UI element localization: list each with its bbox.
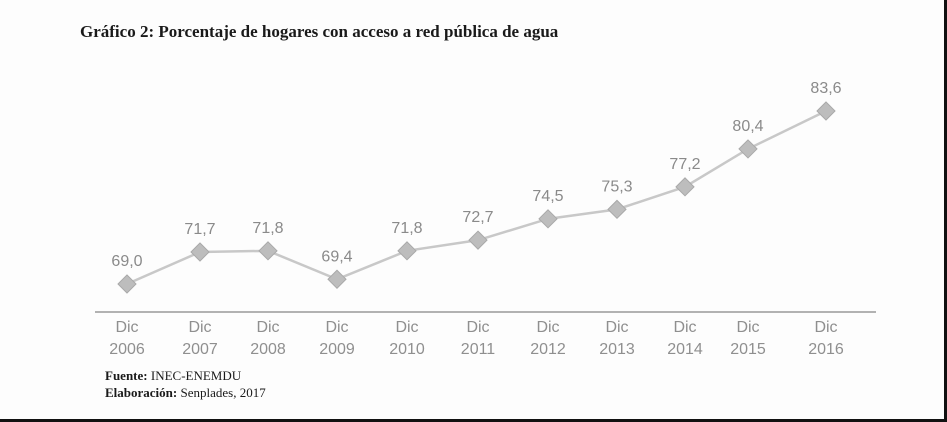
data-point-marker xyxy=(397,241,417,261)
data-point-marker xyxy=(117,274,137,294)
x-tick-label-month: Dic xyxy=(466,319,489,336)
x-tick-label-year: 2008 xyxy=(250,341,286,358)
data-label: 74,5 xyxy=(532,188,563,205)
data-point-marker xyxy=(675,177,695,197)
x-tick-label-year: 2011 xyxy=(461,341,496,358)
x-tick-label-year: 2014 xyxy=(667,341,703,358)
data-point-marker xyxy=(327,269,347,289)
x-tick-label-year: 2013 xyxy=(599,341,635,358)
x-tick-label-year: 2007 xyxy=(182,341,218,358)
data-label: 71,8 xyxy=(391,220,422,237)
data-label: 75,3 xyxy=(601,178,632,195)
data-label: 80,4 xyxy=(732,118,763,135)
x-tick-label-year: 2006 xyxy=(109,341,145,358)
x-tick-label-month: Dic xyxy=(736,319,759,336)
made-by-value: Senplades, 2017 xyxy=(180,385,266,400)
data-point-marker xyxy=(468,230,488,250)
x-tick-label-month: Dic xyxy=(395,319,418,336)
source-line: Fuente: INEC-ENEMDU xyxy=(105,367,266,384)
data-label: 83,6 xyxy=(810,80,841,97)
data-point-marker xyxy=(816,101,836,121)
data-label: 69,4 xyxy=(321,248,352,265)
data-label: 69,0 xyxy=(111,253,142,270)
data-point-marker xyxy=(190,242,210,262)
x-tick-label-month: Dic xyxy=(536,319,559,336)
source-label: Fuente: xyxy=(105,368,148,383)
made-by-label: Elaboración: xyxy=(105,385,178,400)
made-by-line: Elaboración: Senplades, 2017 xyxy=(105,384,266,401)
x-tick-label-year: 2009 xyxy=(319,341,355,358)
chart-title: Gráfico 2: Porcentaje de hogares con acc… xyxy=(80,22,559,41)
x-tick-label-month: Dic xyxy=(256,319,279,336)
x-tick-label-month: Dic xyxy=(188,319,211,336)
source-value: INEC-ENEMDU xyxy=(150,368,242,383)
x-tick-label-year: 2010 xyxy=(389,341,425,358)
data-label: 77,2 xyxy=(669,156,700,173)
series-line xyxy=(126,109,827,286)
data-point-marker xyxy=(538,209,558,229)
x-tick-label-year: 2015 xyxy=(730,341,766,358)
x-tick-label-month: Dic xyxy=(325,319,348,336)
data-point-marker xyxy=(607,199,627,220)
x-tick-label-month: Dic xyxy=(605,319,628,336)
x-tick-label-month: Dic xyxy=(673,319,696,336)
chart-footer: Fuente: INEC-ENEMDU Elaboración: Senplad… xyxy=(105,367,266,401)
x-tick-label-year: 2012 xyxy=(530,341,566,358)
x-tick-label-year: 2016 xyxy=(808,341,844,358)
x-tick-label-month: Dic xyxy=(115,319,138,336)
data-label: 71,7 xyxy=(184,221,215,238)
data-point-marker xyxy=(258,241,278,261)
x-tick-label-month: Dic xyxy=(814,319,837,336)
data-label: 72,7 xyxy=(462,209,493,226)
data-label: 71,8 xyxy=(252,220,283,237)
data-point-marker xyxy=(738,139,758,159)
